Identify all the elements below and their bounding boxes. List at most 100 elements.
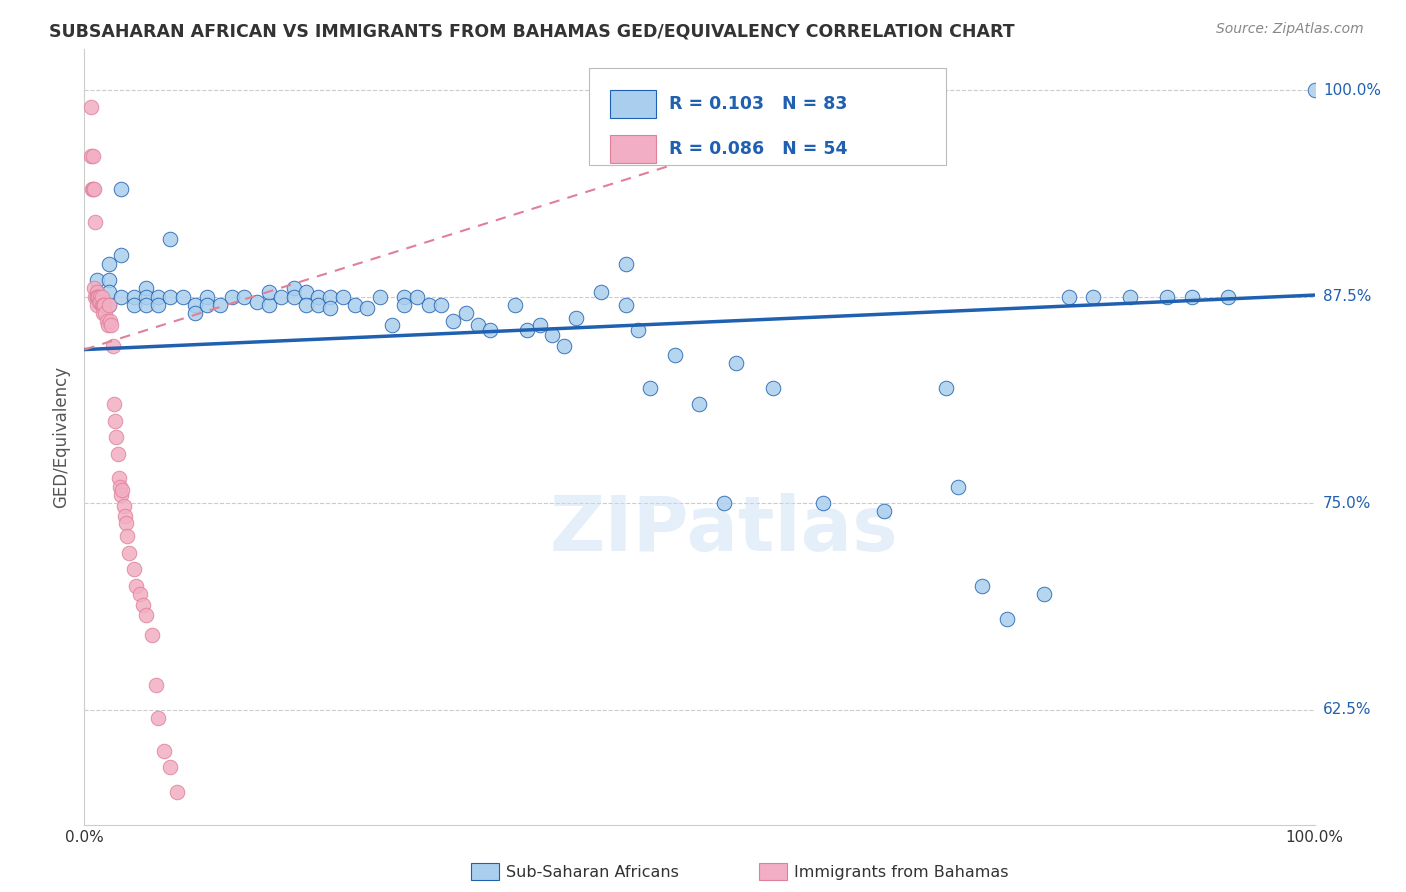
Point <box>125 579 148 593</box>
Point <box>935 380 957 394</box>
Point <box>541 327 564 342</box>
Text: ZIPatlas: ZIPatlas <box>550 493 898 567</box>
Point <box>105 430 128 444</box>
Point <box>86 273 108 287</box>
Point <box>356 301 378 316</box>
Point <box>108 471 131 485</box>
Point <box>332 290 354 304</box>
Point <box>103 397 125 411</box>
Point <box>98 285 120 299</box>
Point <box>83 182 105 196</box>
Point <box>454 306 477 320</box>
Point <box>295 285 318 299</box>
Text: Sub-Saharan Africans: Sub-Saharan Africans <box>506 865 679 880</box>
Point <box>82 149 104 163</box>
Point <box>159 232 181 246</box>
Point <box>84 290 107 304</box>
Point <box>135 290 157 304</box>
Point <box>148 298 170 312</box>
Point <box>96 314 118 328</box>
Point <box>1303 83 1326 97</box>
Text: R = 0.103   N = 83: R = 0.103 N = 83 <box>669 95 846 113</box>
Point <box>1218 290 1240 304</box>
Point <box>257 285 280 299</box>
Point <box>90 290 112 304</box>
Point <box>101 339 124 353</box>
Point <box>107 447 129 461</box>
Point <box>246 294 269 309</box>
Point <box>110 182 132 196</box>
Point <box>110 488 132 502</box>
Point <box>270 290 292 304</box>
Point <box>98 314 121 328</box>
Point <box>172 290 194 304</box>
Point <box>115 516 138 530</box>
Point <box>153 744 176 758</box>
Point <box>87 290 110 304</box>
Point <box>946 480 969 494</box>
Point <box>86 298 108 312</box>
Point <box>295 298 318 312</box>
Point <box>145 678 167 692</box>
Point <box>591 285 613 299</box>
Point <box>89 290 111 304</box>
Point <box>713 496 735 510</box>
Point <box>117 529 139 543</box>
Point <box>135 608 157 623</box>
Point <box>762 380 785 394</box>
Point <box>811 496 834 510</box>
Point <box>664 347 686 361</box>
Point <box>84 215 107 229</box>
Text: 62.5%: 62.5% <box>1323 702 1371 717</box>
Point <box>100 318 122 332</box>
Point <box>91 298 114 312</box>
Point <box>148 290 170 304</box>
Point <box>640 380 662 394</box>
Point <box>98 298 120 312</box>
Point <box>307 290 329 304</box>
Point <box>197 298 219 312</box>
Point <box>98 257 120 271</box>
Point <box>82 182 104 196</box>
Point <box>110 290 132 304</box>
Point <box>283 290 305 304</box>
Text: R = 0.086   N = 54: R = 0.086 N = 54 <box>669 140 848 158</box>
Point <box>1156 290 1178 304</box>
FancyBboxPatch shape <box>589 69 946 166</box>
Point <box>319 301 342 316</box>
Point <box>430 298 453 312</box>
Bar <box>610 135 657 163</box>
Point <box>257 298 280 312</box>
Text: Source: ZipAtlas.com: Source: ZipAtlas.com <box>1216 22 1364 37</box>
Point <box>166 785 188 799</box>
Point <box>86 290 108 304</box>
Point <box>108 480 131 494</box>
Point <box>86 285 108 299</box>
Point <box>122 298 145 312</box>
Point <box>112 500 135 514</box>
Point <box>529 318 551 332</box>
Point <box>197 290 219 304</box>
Point <box>87 290 110 304</box>
Point <box>91 306 114 320</box>
Point <box>128 587 150 601</box>
Point <box>221 290 243 304</box>
Point <box>122 290 145 304</box>
Point <box>122 562 145 576</box>
Point <box>479 323 502 337</box>
Text: 100.0%: 100.0% <box>1323 83 1381 98</box>
Bar <box>610 90 657 119</box>
Point <box>381 318 404 332</box>
Point <box>135 281 157 295</box>
Text: 87.5%: 87.5% <box>1323 289 1371 304</box>
Point <box>233 290 256 304</box>
Point <box>319 290 342 304</box>
Point <box>159 760 181 774</box>
Point <box>394 298 416 312</box>
Point <box>135 298 157 312</box>
Y-axis label: GED/Equivalency: GED/Equivalency <box>52 366 70 508</box>
Point <box>627 323 650 337</box>
Text: 75.0%: 75.0% <box>1323 496 1371 510</box>
Point <box>614 257 637 271</box>
Point <box>80 182 103 196</box>
